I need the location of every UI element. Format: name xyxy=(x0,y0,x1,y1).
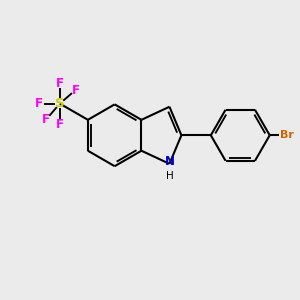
Text: N: N xyxy=(164,155,175,168)
Text: F: F xyxy=(56,76,64,89)
Text: F: F xyxy=(35,97,43,110)
Text: S: S xyxy=(55,97,65,110)
Text: H: H xyxy=(166,171,173,181)
Text: Br: Br xyxy=(280,130,294,140)
Text: F: F xyxy=(56,118,64,131)
Text: F: F xyxy=(42,113,50,126)
Text: F: F xyxy=(71,84,80,97)
